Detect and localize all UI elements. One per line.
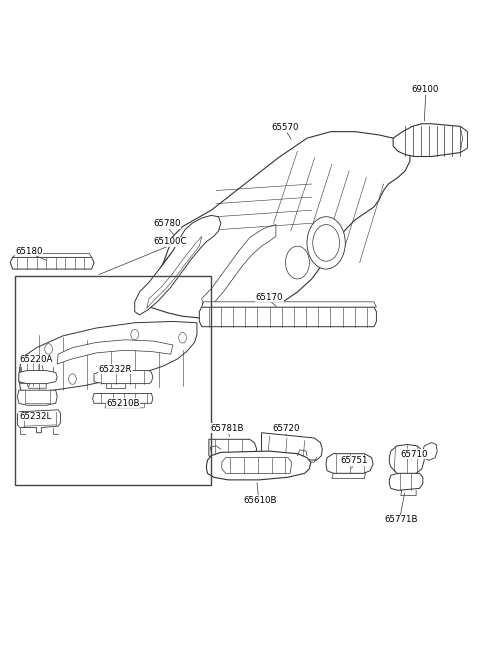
Polygon shape xyxy=(57,340,173,364)
Bar xyxy=(15,276,211,485)
Polygon shape xyxy=(94,371,153,384)
Text: 65232L: 65232L xyxy=(19,412,51,421)
Polygon shape xyxy=(393,124,468,157)
Circle shape xyxy=(286,246,310,279)
Circle shape xyxy=(307,216,345,269)
Polygon shape xyxy=(423,443,437,461)
Text: 65570: 65570 xyxy=(271,123,299,132)
Polygon shape xyxy=(17,390,57,405)
Circle shape xyxy=(313,224,339,261)
Polygon shape xyxy=(10,257,94,269)
Polygon shape xyxy=(93,394,153,403)
Polygon shape xyxy=(199,307,376,327)
Text: 65610B: 65610B xyxy=(244,496,277,504)
Polygon shape xyxy=(202,302,376,307)
Polygon shape xyxy=(12,253,92,257)
Text: 65100C: 65100C xyxy=(153,237,186,246)
Text: 65771B: 65771B xyxy=(384,516,418,524)
Text: 65781B: 65781B xyxy=(210,424,244,433)
Polygon shape xyxy=(206,451,311,480)
Polygon shape xyxy=(19,371,57,384)
Polygon shape xyxy=(149,262,182,298)
Polygon shape xyxy=(222,458,292,474)
Text: 65720: 65720 xyxy=(273,424,300,433)
Text: 65751: 65751 xyxy=(340,457,368,466)
Polygon shape xyxy=(147,236,202,308)
Text: 65780: 65780 xyxy=(153,220,180,228)
Polygon shape xyxy=(460,127,468,153)
Text: 65210B: 65210B xyxy=(106,399,140,408)
Polygon shape xyxy=(137,132,410,318)
Polygon shape xyxy=(135,215,221,315)
Polygon shape xyxy=(202,224,276,310)
Text: 65710: 65710 xyxy=(400,450,428,459)
Text: 69100: 69100 xyxy=(411,85,439,94)
Polygon shape xyxy=(209,440,257,461)
Text: 65220A: 65220A xyxy=(19,355,52,364)
Polygon shape xyxy=(163,220,216,277)
Text: 65232R: 65232R xyxy=(99,365,132,374)
Polygon shape xyxy=(389,445,424,476)
Polygon shape xyxy=(17,410,60,433)
Polygon shape xyxy=(326,454,373,474)
Text: 65170: 65170 xyxy=(256,293,283,302)
Polygon shape xyxy=(19,321,197,392)
Text: 65180: 65180 xyxy=(15,247,43,256)
Polygon shape xyxy=(389,474,423,490)
Polygon shape xyxy=(262,433,323,461)
